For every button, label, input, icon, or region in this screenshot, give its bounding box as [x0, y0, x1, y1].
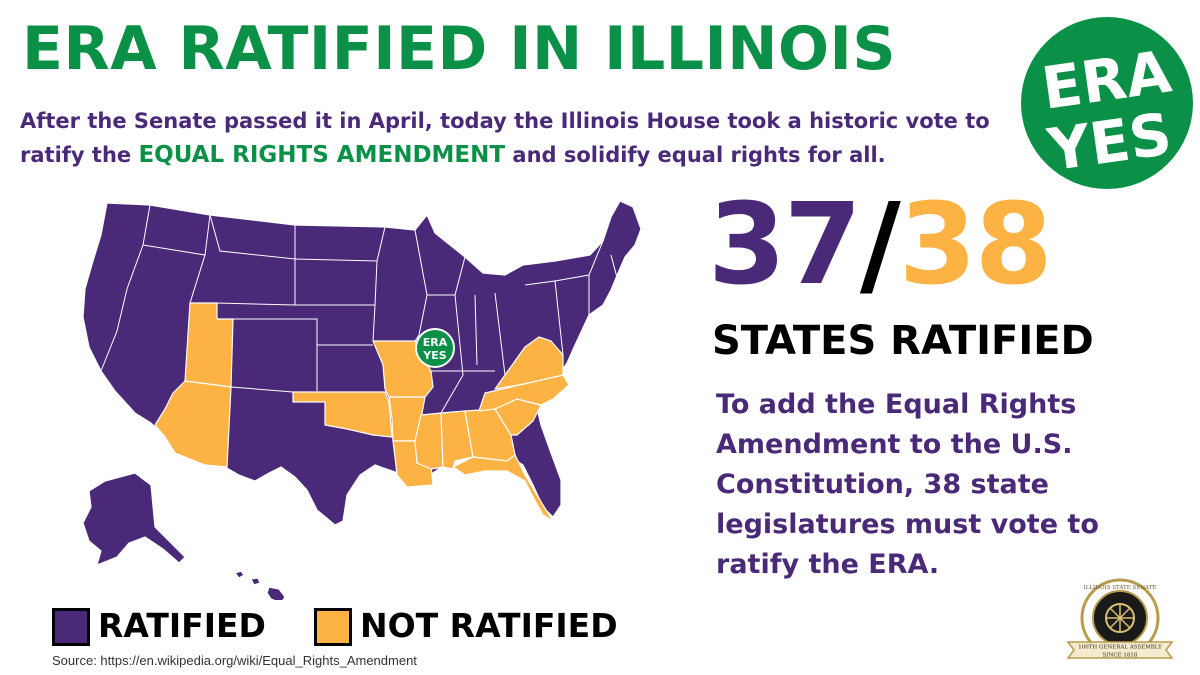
seal-emblem-lines — [1106, 604, 1134, 632]
required-count: 38 — [898, 180, 1053, 310]
legend-swatch-not-ratified — [314, 608, 352, 646]
illinois-marker-circle — [415, 328, 455, 368]
map-state-alaska — [82, 472, 186, 566]
states-ratified-label: STATES RATIFIED — [712, 318, 1094, 364]
era-yes-logo: ERA YES — [1021, 17, 1193, 189]
legend-label-ratified: RATIFIED — [98, 606, 266, 645]
legend-swatch-ratified — [52, 608, 90, 646]
source-citation: Source: https://en.wikipedia.org/wiki/Eq… — [52, 653, 417, 668]
subheadline: After the Senate passed it in April, tod… — [20, 104, 1010, 172]
map-state-florida — [452, 454, 554, 522]
seal-bottom-text: SINCE 1818 — [1103, 653, 1138, 659]
map-state-mississippi — [414, 412, 444, 470]
count-separator: / — [859, 180, 901, 310]
illinois-marker: ERA YES — [415, 328, 455, 368]
ratified-count: 37 — [708, 180, 862, 310]
map-state-north-carolina — [478, 374, 570, 412]
legend-label-not-ratified: NOT RATIFIED — [360, 606, 618, 645]
ratification-count: 37/38 — [708, 180, 1053, 310]
seal-ribbon-text: 100TH GENERAL ASSEMBLY — [1078, 645, 1162, 651]
illinois-marker-text-yes: YES — [422, 349, 446, 362]
map-state-borders — [100, 204, 620, 414]
illinois-marker-text-era: ERA — [423, 336, 448, 349]
subheadline-text-2: and solidify equal rights for all. — [505, 143, 886, 167]
seal-top-text: ILLINOIS STATE SENATE — [1084, 585, 1157, 591]
headline: ERA RATIFIED IN ILLINOIS — [22, 14, 897, 84]
subheadline-emphasis: EQUAL RIGHTS AMENDMENT — [138, 142, 506, 168]
map-state-arizona — [154, 380, 232, 468]
explanation-text: To add the Equal Rights Amendment to the… — [716, 389, 1099, 580]
map-state-hawaii — [234, 570, 286, 600]
us-ratification-map: ERA YES — [82, 200, 642, 600]
seal-ribbon — [1066, 641, 1174, 659]
logo-circle — [1021, 17, 1193, 189]
map-state-oklahoma — [292, 391, 393, 438]
illinois-senate-seal: ILLINOIS STATE SENATE 100TH GENERAL ASSE… — [1066, 578, 1174, 659]
subheadline-text-1: After the Senate passed it in April, tod… — [20, 109, 990, 167]
